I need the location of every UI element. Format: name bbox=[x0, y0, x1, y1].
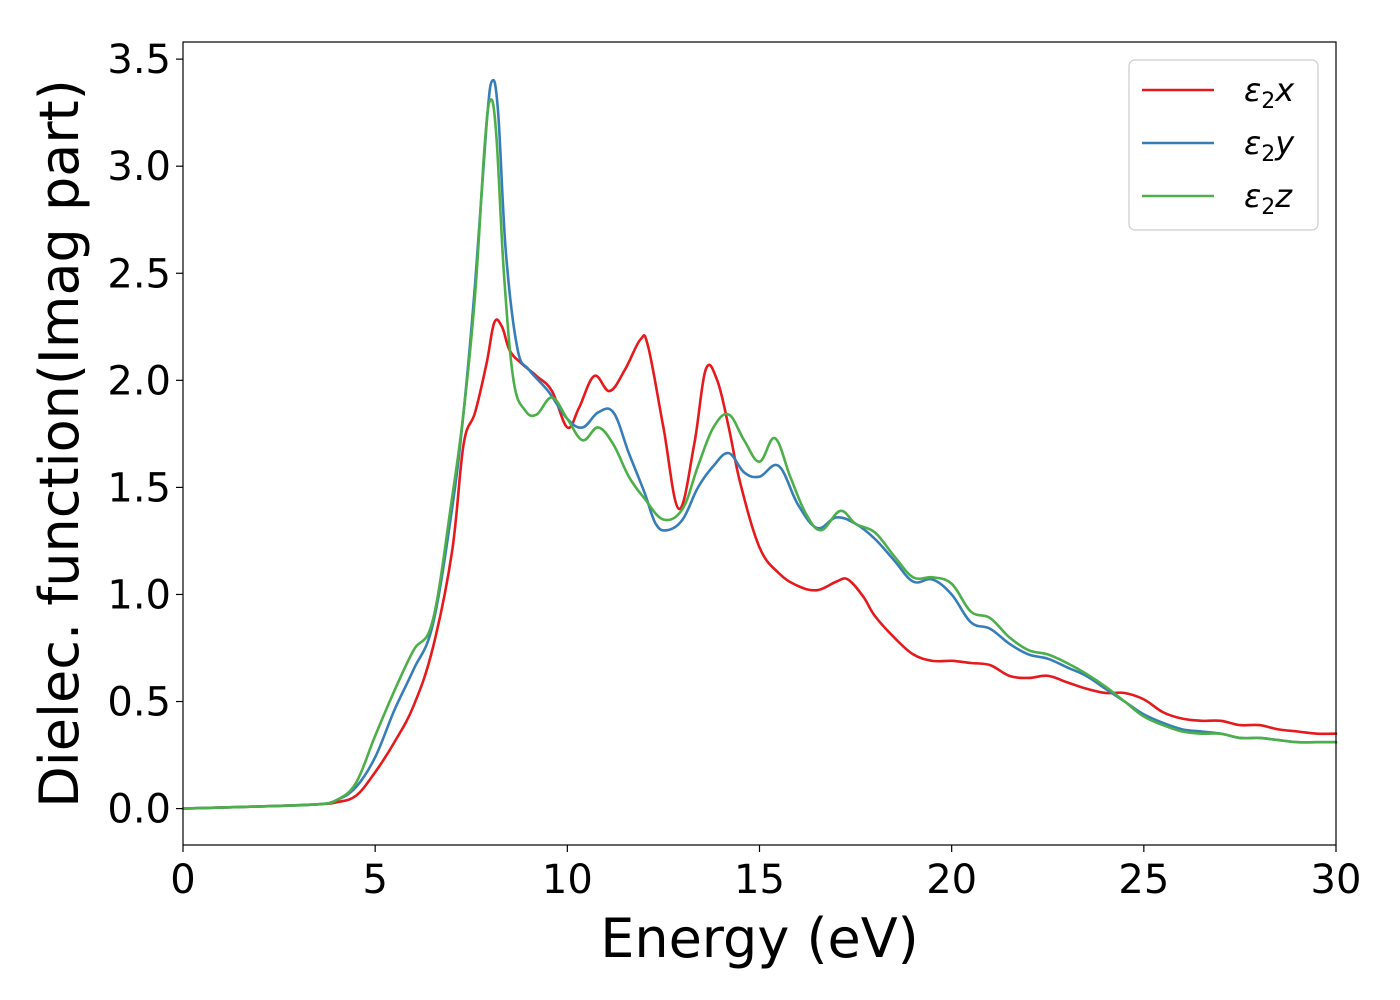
x-tick-label: 5 bbox=[362, 857, 387, 903]
y-tick-label: 2.5 bbox=[107, 251, 171, 297]
y-tick-label: 1.5 bbox=[107, 465, 171, 511]
legend: ε2x ε2y ε2z bbox=[1128, 59, 1319, 231]
plot-frame bbox=[182, 41, 1337, 846]
x-tick-label: 20 bbox=[926, 857, 977, 903]
y-tick-label: 3.5 bbox=[107, 37, 171, 83]
legend-label-y: ε2y bbox=[1244, 124, 1295, 167]
legend-box bbox=[1128, 59, 1319, 231]
x-tick-label: 30 bbox=[1311, 857, 1362, 903]
x-axis-title: Energy (eV) bbox=[600, 907, 919, 970]
y-tick-label: 2.0 bbox=[107, 358, 171, 404]
y-axis-ticks: 0.0 0.5 1.0 1.5 2.0 2.5 3.0 3.5 bbox=[107, 37, 183, 833]
y-axis-title: Dielec. function(Imag part) bbox=[28, 79, 91, 808]
y-tick-label: 0.0 bbox=[107, 787, 171, 833]
y-tick-label: 0.5 bbox=[107, 680, 171, 726]
y-tick-label: 3.0 bbox=[107, 144, 171, 190]
x-tick-label: 15 bbox=[734, 857, 785, 903]
y-tick-label: 1.0 bbox=[107, 572, 171, 618]
series-layer bbox=[181, 78, 1338, 810]
series-line-x bbox=[181, 318, 1338, 810]
x-tick-label: 10 bbox=[542, 857, 593, 903]
series-line-z bbox=[181, 98, 1338, 810]
legend-label-z: ε2z bbox=[1244, 177, 1293, 220]
x-tick-label: 25 bbox=[1118, 857, 1169, 903]
x-axis-ticks: 0 5 10 15 20 25 30 bbox=[170, 845, 1361, 903]
legend-label-x: ε2x bbox=[1244, 71, 1295, 114]
legend-entries: ε2x ε2y ε2z bbox=[1142, 71, 1295, 220]
x-tick-label: 0 bbox=[170, 857, 195, 903]
